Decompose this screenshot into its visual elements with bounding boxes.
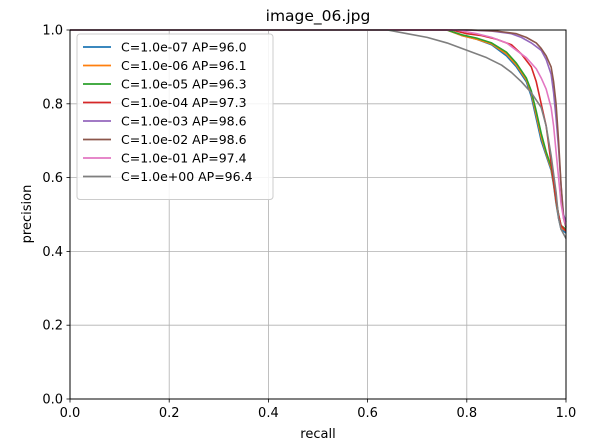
x-axis-label: recall xyxy=(300,427,335,442)
axes-frame xyxy=(69,29,567,400)
legend-entry-3: C=1.0e-05 AP=96.3 xyxy=(121,77,247,92)
x-tick-label: 0.2 xyxy=(159,406,180,421)
series-line-6 xyxy=(70,29,567,228)
y-tick-label: 0.2 xyxy=(42,319,63,334)
y-tick-label: 0.0 xyxy=(42,393,63,408)
series-lines xyxy=(70,29,567,239)
chart-title: image_06.jpg xyxy=(266,7,371,26)
legend-entry-5: C=1.0e-03 AP=98.6 xyxy=(121,114,247,129)
x-tick-label: 1.0 xyxy=(556,406,577,421)
y-axis-label: precision xyxy=(20,185,35,244)
legend-entry-6: C=1.0e-02 AP=98.6 xyxy=(121,132,247,147)
legend-entry-4: C=1.0e-04 AP=97.3 xyxy=(121,95,247,110)
legend: C=1.0e-07 AP=96.0 C=1.0e-06 AP=96.1 C=1.0e… xyxy=(76,33,274,200)
legend-entry-2: C=1.0e-06 AP=96.1 xyxy=(121,58,247,73)
y-tick-label: 0.8 xyxy=(42,97,63,112)
x-tick-label: 0.8 xyxy=(456,406,477,421)
x-tick-label: 0.4 xyxy=(258,406,279,421)
y-tick-label: 1.0 xyxy=(42,24,63,39)
legend-entry-1: C=1.0e-07 AP=96.0 xyxy=(121,40,247,55)
x-tick-label: 0.6 xyxy=(357,406,378,421)
x-tick-label: 0.0 xyxy=(60,406,81,421)
y-tick-label: 0.6 xyxy=(42,171,63,186)
ticks: 0.0 0.2 0.4 0.6 0.8 1.0 0.0 0.2 0.4 0.6 0.8 1.0 xyxy=(42,24,576,422)
legend-entry-8: C=1.0e+00 AP=96.4 xyxy=(121,169,253,184)
series-line-8 xyxy=(70,29,567,239)
y-tick-label: 0.4 xyxy=(42,245,63,260)
legend-entry-7: C=1.0e-01 AP=97.4 xyxy=(121,151,247,166)
series-line-7 xyxy=(70,29,567,226)
legend-box xyxy=(76,33,274,200)
